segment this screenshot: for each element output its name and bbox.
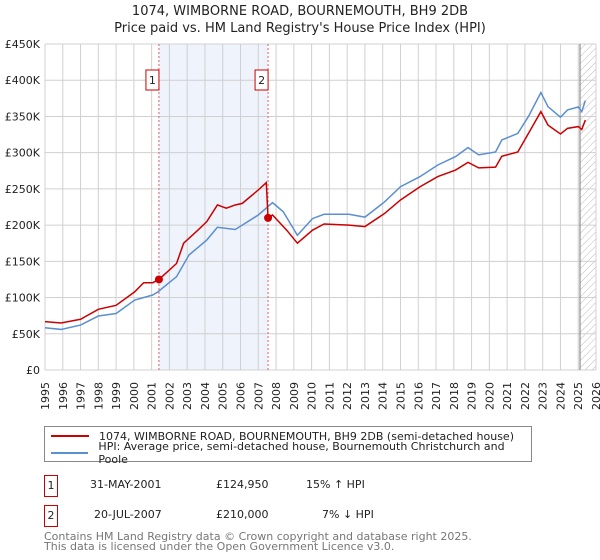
x-tick-label: 2017 <box>430 382 443 410</box>
x-tick-label: 2022 <box>519 382 532 410</box>
sale-label: 2 <box>258 74 265 87</box>
x-tick-label: 2011 <box>323 382 336 410</box>
x-tick-label: 1997 <box>75 382 88 410</box>
footer-licence: This data is licensed under the Open Gov… <box>44 540 395 553</box>
x-tick-label: 2001 <box>146 382 159 410</box>
sale-period-shading <box>158 44 269 370</box>
x-tick-label: 2003 <box>181 382 194 410</box>
chart-subtitle: Price paid vs. HM Land Registry's House … <box>114 21 486 36</box>
y-tick-label: £0 <box>26 364 40 377</box>
x-tick-label: 2013 <box>359 382 372 410</box>
x-tick-label: 1998 <box>92 382 105 410</box>
footer-copyright: Contains HM Land Registry data © Crown c… <box>44 530 472 543</box>
transaction-row: 1 31-MAY-2001 £124,950 15% ↑ HPI <box>44 475 464 497</box>
x-tick-label: 2004 <box>199 382 212 410</box>
property-price-line <box>44 110 587 324</box>
x-tick-label: 2019 <box>466 382 479 410</box>
transaction-price: £124,950 <box>216 478 269 491</box>
transaction-row: 2 20-JUL-2007 £210,000 7% ↓ HPI <box>44 505 464 527</box>
transaction-date: 31-MAY-2001 <box>90 478 162 491</box>
x-tick-label: 2002 <box>163 382 176 410</box>
hpi-line <box>44 90 587 331</box>
x-tick-label: 1996 <box>57 382 70 410</box>
y-tick-label: £200K <box>5 219 41 232</box>
transaction-badge: 2 <box>44 505 58 527</box>
legend-item-property: 1074, WIMBORNE ROAD, BOURNEMOUTH, BH9 2D… <box>51 428 514 444</box>
y-tick-label: £450K <box>5 38 41 51</box>
transaction-badge: 1 <box>44 475 58 497</box>
transaction-hpi: 7% ↓ HPI <box>322 508 374 521</box>
x-tick-label: 2026 <box>590 382 600 410</box>
sale-point <box>264 213 273 222</box>
transaction-price: £210,000 <box>216 508 269 521</box>
transaction-hpi: 15% ↑ HPI <box>306 478 365 491</box>
transaction-date: 20-JUL-2007 <box>94 508 162 521</box>
x-tick-label: 2023 <box>537 382 550 410</box>
x-tick-label: 2025 <box>572 382 585 410</box>
x-tick-label: 2016 <box>412 382 425 410</box>
x-tick-label: 2024 <box>554 382 567 410</box>
y-tick-label: £150K <box>5 255 41 268</box>
y-tick-label: £100K <box>5 292 41 305</box>
x-tick-label: 2009 <box>288 382 301 410</box>
x-tick-label: 2010 <box>306 382 319 410</box>
chart-title: 1074, WIMBORNE ROAD, BOURNEMOUTH, BH9 2D… <box>131 4 469 19</box>
sale-label-box <box>145 69 160 91</box>
legend-label: HPI: Average price, semi-detached house,… <box>98 440 505 466</box>
x-tick-label: 2014 <box>377 382 390 410</box>
x-tick-label: 2008 <box>270 382 283 410</box>
forecast-hatch <box>580 44 596 370</box>
x-tick-label: 2015 <box>394 382 407 410</box>
x-tick-label: 2020 <box>483 382 496 410</box>
y-tick-label: £350K <box>5 110 41 123</box>
y-tick-label: £300K <box>5 147 41 160</box>
x-tick-label: 2007 <box>252 382 265 410</box>
x-tick-label: 1995 <box>39 382 52 410</box>
sale-point <box>154 275 163 284</box>
y-tick-label: £50K <box>12 328 41 341</box>
legend-swatch-blue <box>51 452 89 454</box>
legend-label: 1074, WIMBORNE ROAD, BOURNEMOUTH, BH9 2D… <box>99 429 514 443</box>
legend: 1074, WIMBORNE ROAD, BOURNEMOUTH, BH9 2D… <box>44 426 532 466</box>
legend-swatch-red <box>51 435 89 437</box>
x-tick-label: 2018 <box>448 382 461 410</box>
x-tick-label: 1999 <box>110 382 123 410</box>
y-tick-label: £250K <box>5 183 41 196</box>
x-tick-label: 2000 <box>128 382 141 410</box>
sale-label: 1 <box>149 74 156 87</box>
sale-label-box <box>254 69 269 91</box>
x-tick-label: 2012 <box>341 382 354 410</box>
x-tick-label: 2021 <box>501 382 514 410</box>
y-tick-label: £400K <box>5 74 41 87</box>
price-chart: 1995 1996 1997 1998 1999 2000 2001 2002 2003 2004… <box>5 38 600 410</box>
x-tick-label: 2005 <box>217 382 230 410</box>
legend-item-hpi: HPI: Average price, semi-detached house,… <box>51 440 531 466</box>
x-tick-label: 2006 <box>235 382 248 410</box>
